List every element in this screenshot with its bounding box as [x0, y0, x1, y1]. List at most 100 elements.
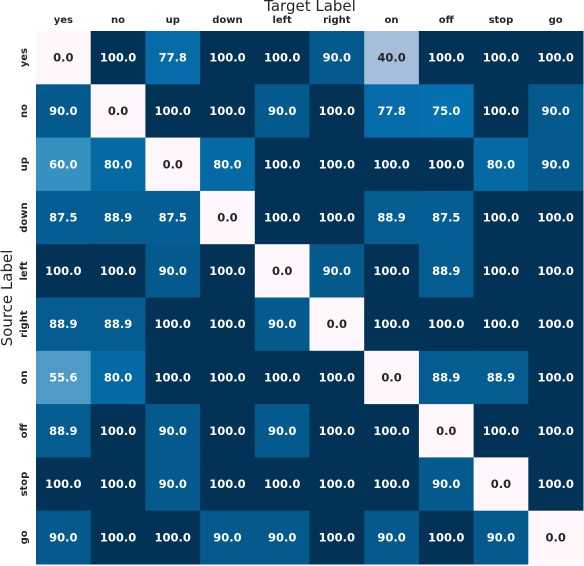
cell-value-label: 100.0 [537, 317, 573, 331]
cell-value-label: 100.0 [155, 530, 191, 544]
heatmap-cell [145, 350, 201, 405]
cell-value-label: 90.0 [268, 424, 296, 438]
heatmap-cell [90, 510, 146, 565]
heatmap-cell [418, 244, 475, 298]
cell-value-label: 100.0 [319, 157, 355, 171]
cell-value-label: 88.9 [487, 370, 515, 384]
cell-value-label: 60.0 [49, 157, 77, 171]
cell-value-label: 0.0 [108, 104, 128, 118]
cell-value-label: 88.9 [49, 424, 77, 438]
heatmap-cell [254, 457, 310, 512]
x-tick-label: stop [489, 15, 514, 26]
cell-value-label: 90.0 [159, 264, 187, 278]
heatmap-cell [309, 404, 365, 458]
x-axis-title: Target Label [263, 0, 356, 15]
heatmap-cell [200, 457, 256, 512]
x-tick-label: right [323, 15, 351, 26]
heatmap-cell [145, 190, 201, 245]
cell-value-label: 100.0 [537, 424, 573, 438]
heatmap-cell [418, 297, 475, 352]
heatmap-cell [36, 404, 92, 458]
heatmap-cell [36, 297, 92, 352]
cell-value-label: 100.0 [483, 104, 519, 118]
heatmap-cell [254, 84, 310, 139]
cell-value-label: 100.0 [100, 424, 136, 438]
y-tick-label: yes [19, 48, 30, 67]
cell-value-label: 0.0 [53, 51, 73, 65]
heatmap-cell [418, 137, 475, 192]
heatmap-cell [200, 350, 256, 405]
heatmap-cell [309, 457, 365, 512]
cell-value-label: 0.0 [327, 317, 347, 331]
cell-value-label: 100.0 [319, 104, 355, 118]
heatmap-cell [200, 297, 256, 352]
x-tick-label: go [549, 15, 563, 26]
heatmap-cell [418, 190, 475, 245]
heatmap-cell [364, 297, 420, 352]
cell-value-label: 100.0 [264, 477, 300, 491]
heatmap-cell [200, 137, 256, 192]
heatmap-cell [473, 457, 529, 512]
heatmap-cell [90, 31, 146, 85]
heatmap-cell [145, 404, 201, 458]
cell-value-label: 100.0 [209, 104, 245, 118]
cell-value-label: 88.9 [104, 211, 132, 225]
heatmap-cell [145, 84, 201, 139]
y-tick-label: left [19, 261, 30, 281]
cell-value-label: 90.0 [213, 530, 241, 544]
y-tick-label: down [19, 202, 30, 232]
cell-value-label: 100.0 [100, 477, 136, 491]
cell-value-label: 100.0 [209, 424, 245, 438]
cell-value-label: 100.0 [537, 477, 573, 491]
cell-value-label: 100.0 [100, 51, 136, 65]
cell-value-label: 90.0 [432, 477, 460, 491]
cell-value-label: 0.0 [272, 264, 292, 278]
cell-value-label: 100.0 [428, 317, 464, 331]
heatmap-cell [90, 457, 146, 512]
cell-value-label: 90.0 [268, 530, 296, 544]
cell-value-label: 100.0 [319, 370, 355, 384]
heatmap-cell [254, 297, 310, 352]
cell-value-label: 90.0 [159, 477, 187, 491]
cell-value-label: 80.0 [487, 157, 515, 171]
heatmap-cell [528, 137, 584, 192]
y-tick-label: off [19, 422, 30, 438]
y-tick-label: right [19, 310, 30, 338]
heatmap-cell [254, 137, 310, 192]
y-tick-label: go [19, 530, 30, 544]
heatmap-cell [145, 510, 201, 565]
heatmap-cell [145, 457, 201, 512]
cell-value-label: 0.0 [545, 530, 565, 544]
y-tick-label: no [19, 104, 30, 118]
heatmap-cell [145, 297, 201, 352]
heatmap-cell [200, 244, 256, 298]
cell-value-label: 87.5 [159, 211, 187, 225]
heatmap-cell [364, 190, 420, 245]
heatmap-cell [309, 297, 365, 352]
cell-value-label: 100.0 [428, 51, 464, 65]
heatmap-cell [36, 457, 92, 512]
heatmap-cell [364, 31, 420, 85]
cell-value-label: 100.0 [209, 477, 245, 491]
cell-value-label: 100.0 [319, 424, 355, 438]
heatmap-cell [528, 350, 584, 405]
cell-value-label: 100.0 [155, 104, 191, 118]
heatmap-cell [145, 137, 201, 192]
cell-value-label: 100.0 [373, 264, 409, 278]
cell-value-label: 100.0 [483, 264, 519, 278]
cell-value-label: 100.0 [264, 370, 300, 384]
cell-value-label: 100.0 [373, 424, 409, 438]
cell-value-label: 100.0 [373, 317, 409, 331]
cell-value-label: 100.0 [319, 211, 355, 225]
heatmap-cell [418, 510, 475, 565]
heatmap-cell [309, 31, 365, 85]
heatmap-cell [364, 350, 420, 405]
cell-value-label: 100.0 [319, 477, 355, 491]
heatmap-cell [145, 31, 201, 85]
cell-value-label: 100.0 [155, 317, 191, 331]
heatmap-cell [90, 84, 146, 139]
cell-value-label: 80.0 [104, 157, 132, 171]
heatmap-cell [254, 404, 310, 458]
cell-value-label: 90.0 [49, 104, 77, 118]
cell-value-label: 90.0 [49, 530, 77, 544]
